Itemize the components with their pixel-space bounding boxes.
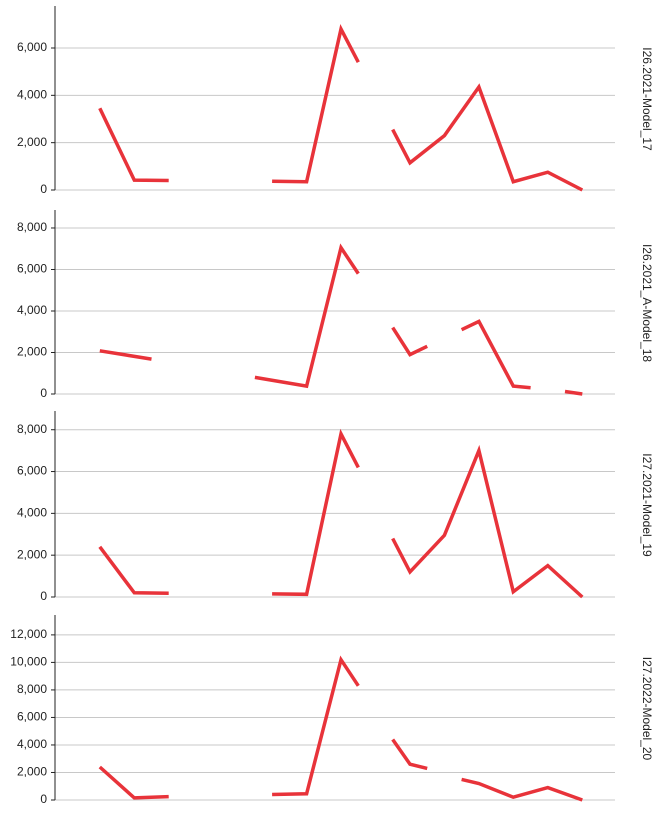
y-tick-label: 6,000	[17, 40, 47, 54]
panel-title: I27.2021-Model_19	[640, 453, 654, 557]
line-series	[98, 428, 584, 599]
y-tick-label: 2,000	[17, 547, 47, 561]
y-tick-label: 0	[40, 792, 47, 806]
y-tick-label: 8,000	[17, 422, 47, 436]
line-series	[99, 243, 583, 396]
line-series	[98, 655, 583, 802]
y-tick-label: 6,000	[17, 710, 47, 724]
y-tick-label: 0	[40, 386, 47, 400]
y-tick-label: 0	[40, 182, 47, 196]
panel-title: I26.2021_A-Model_18	[640, 244, 654, 362]
y-tick-label: 6,000	[17, 464, 47, 478]
panel-title: I26.2021-Model_17	[640, 47, 654, 151]
panel-title: I27.2022-Model_20	[640, 657, 654, 761]
y-tick-label: 8,000	[17, 682, 47, 696]
y-tick-label: 4,000	[17, 506, 47, 520]
y-tick-label: 4,000	[17, 303, 47, 317]
y-tick-label: 2,000	[17, 345, 47, 359]
y-tick-label: 10,000	[10, 655, 47, 669]
line-series	[98, 24, 584, 192]
y-tick-label: 4,000	[17, 88, 47, 102]
y-tick-label: 2,000	[17, 135, 47, 149]
y-tick-label: 6,000	[17, 262, 47, 276]
y-tick-label: 8,000	[17, 220, 47, 234]
y-tick-label: 4,000	[17, 737, 47, 751]
y-tick-label: 12,000	[10, 627, 47, 641]
y-tick-label: 0	[40, 589, 47, 603]
y-tick-label: 2,000	[17, 765, 47, 779]
